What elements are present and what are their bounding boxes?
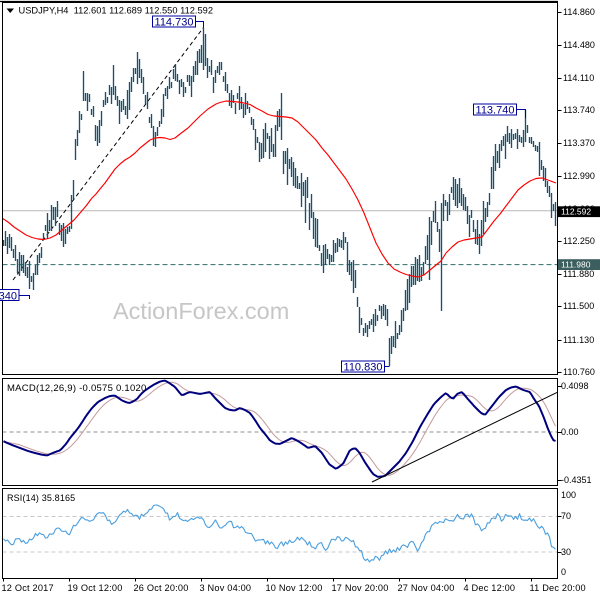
svg-text:30: 30 [561, 547, 571, 557]
svg-text:27 Nov 04:00: 27 Nov 04:00 [398, 583, 455, 593]
svg-text:70: 70 [561, 511, 571, 521]
svg-text:112.990: 112.990 [563, 171, 595, 181]
svg-text:26 Oct 20:00: 26 Oct 20:00 [134, 583, 189, 593]
svg-text:113.740: 113.740 [476, 105, 515, 117]
svg-text:USDJPY,H4 112.601 112.689 112: USDJPY,H4 112.601 112.689 112.550 112.59… [19, 6, 214, 16]
svg-text:12 Oct 2017: 12 Oct 2017 [2, 583, 54, 593]
svg-text:4 Dec 12:00: 4 Dec 12:00 [464, 583, 516, 593]
svg-text:113.370: 113.370 [563, 138, 595, 148]
svg-text:0.4098: 0.4098 [561, 381, 589, 391]
svg-text:111.130: 111.130 [563, 335, 594, 345]
svg-text:114.480: 114.480 [563, 40, 595, 50]
svg-text:0.00: 0.00 [561, 427, 579, 437]
svg-text:19 Oct 12:00: 19 Oct 12:00 [68, 583, 123, 593]
svg-text:340: 340 [0, 291, 17, 303]
svg-text:111.500: 111.500 [563, 301, 594, 311]
svg-text:112.592: 112.592 [561, 207, 591, 217]
svg-text:17 Nov 20:00: 17 Nov 20:00 [332, 583, 389, 593]
svg-text:RSI(14) 35.8165: RSI(14) 35.8165 [7, 493, 75, 503]
svg-text:11 Dec 20:00: 11 Dec 20:00 [530, 583, 586, 593]
svg-text:3 Nov 04:00: 3 Nov 04:00 [200, 583, 252, 593]
svg-text:112.250: 112.250 [563, 236, 595, 246]
svg-text:110.830: 110.830 [344, 362, 383, 374]
svg-text:0: 0 [561, 567, 566, 577]
svg-text:114.730: 114.730 [155, 17, 194, 29]
svg-text:ActionForex.com: ActionForex.com [113, 298, 289, 324]
svg-text:114.860: 114.860 [563, 7, 595, 17]
svg-text:110.760: 110.760 [563, 367, 595, 377]
svg-text:10 Nov 12:00: 10 Nov 12:00 [266, 583, 323, 593]
svg-text:MACD(12,26,9) -0.0575 0.1020: MACD(12,26,9) -0.0575 0.1020 [7, 383, 147, 394]
svg-text:113.740: 113.740 [563, 105, 595, 115]
svg-text:111.980: 111.980 [561, 260, 591, 270]
svg-text:-0.4351: -0.4351 [561, 475, 592, 485]
svg-text:111.880: 111.880 [563, 269, 594, 279]
svg-text:100: 100 [561, 490, 576, 500]
svg-text:114.110: 114.110 [563, 73, 594, 83]
